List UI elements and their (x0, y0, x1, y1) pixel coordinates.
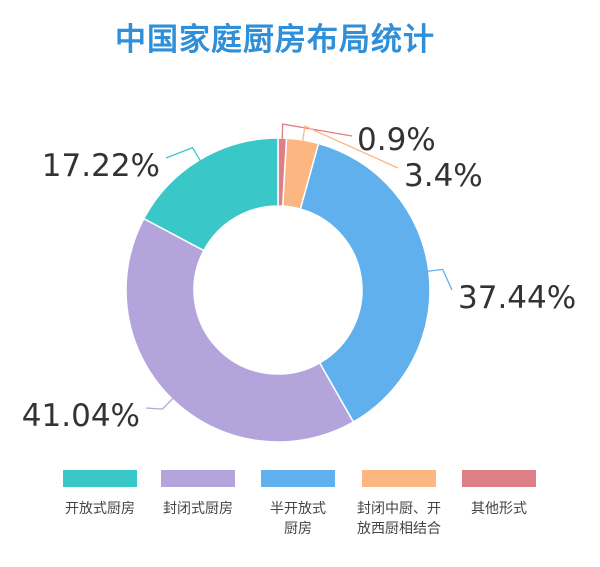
legend-item: 半开放式 厨房 (253, 470, 343, 539)
legend: 开放式厨房 封闭式厨房 半开放式 厨房 封闭中厨、开 放西厨相结合 其他形式 (0, 470, 600, 560)
leader-line (281, 123, 353, 141)
legend-swatch (261, 470, 335, 487)
leader-line (301, 125, 399, 169)
leader-line (145, 397, 175, 410)
legend-item: 封闭中厨、开 放西厨相结合 (354, 470, 444, 539)
slice-value-label: 41.04% (22, 398, 140, 434)
leader-line (165, 146, 202, 162)
slice-value-label: 0.9% (357, 122, 436, 158)
legend-label: 其他形式 (471, 501, 527, 517)
legend-label: 开放式厨房 (65, 501, 135, 517)
legend-label: 封闭式厨房 (163, 501, 233, 517)
legend-swatch (362, 470, 436, 487)
donut-slice (142, 137, 279, 252)
donut-slice (299, 142, 431, 424)
slice-value-label: 37.44% (458, 280, 576, 316)
slice-value-label: 3.4% (404, 158, 483, 194)
donut-slice (125, 217, 355, 443)
legend-swatch (462, 470, 536, 487)
slice-value-label: 17.22% (42, 148, 160, 184)
chart-title: 中国家庭厨房布局统计 (115, 22, 435, 58)
legend-swatch (63, 470, 137, 487)
legend-label: 封闭中厨、开 放西厨相结合 (357, 501, 441, 537)
legend-item: 其他形式 (454, 470, 544, 519)
donut-chart: 0.9%3.4% 37.44% 41.04% 17.22% (22, 122, 576, 443)
legend-label: 半开放式 厨房 (270, 501, 326, 537)
leader-line (426, 268, 453, 291)
legend-item: 封闭式厨房 (153, 470, 243, 519)
legend-swatch (161, 470, 235, 487)
legend-item: 开放式厨房 (55, 470, 145, 519)
